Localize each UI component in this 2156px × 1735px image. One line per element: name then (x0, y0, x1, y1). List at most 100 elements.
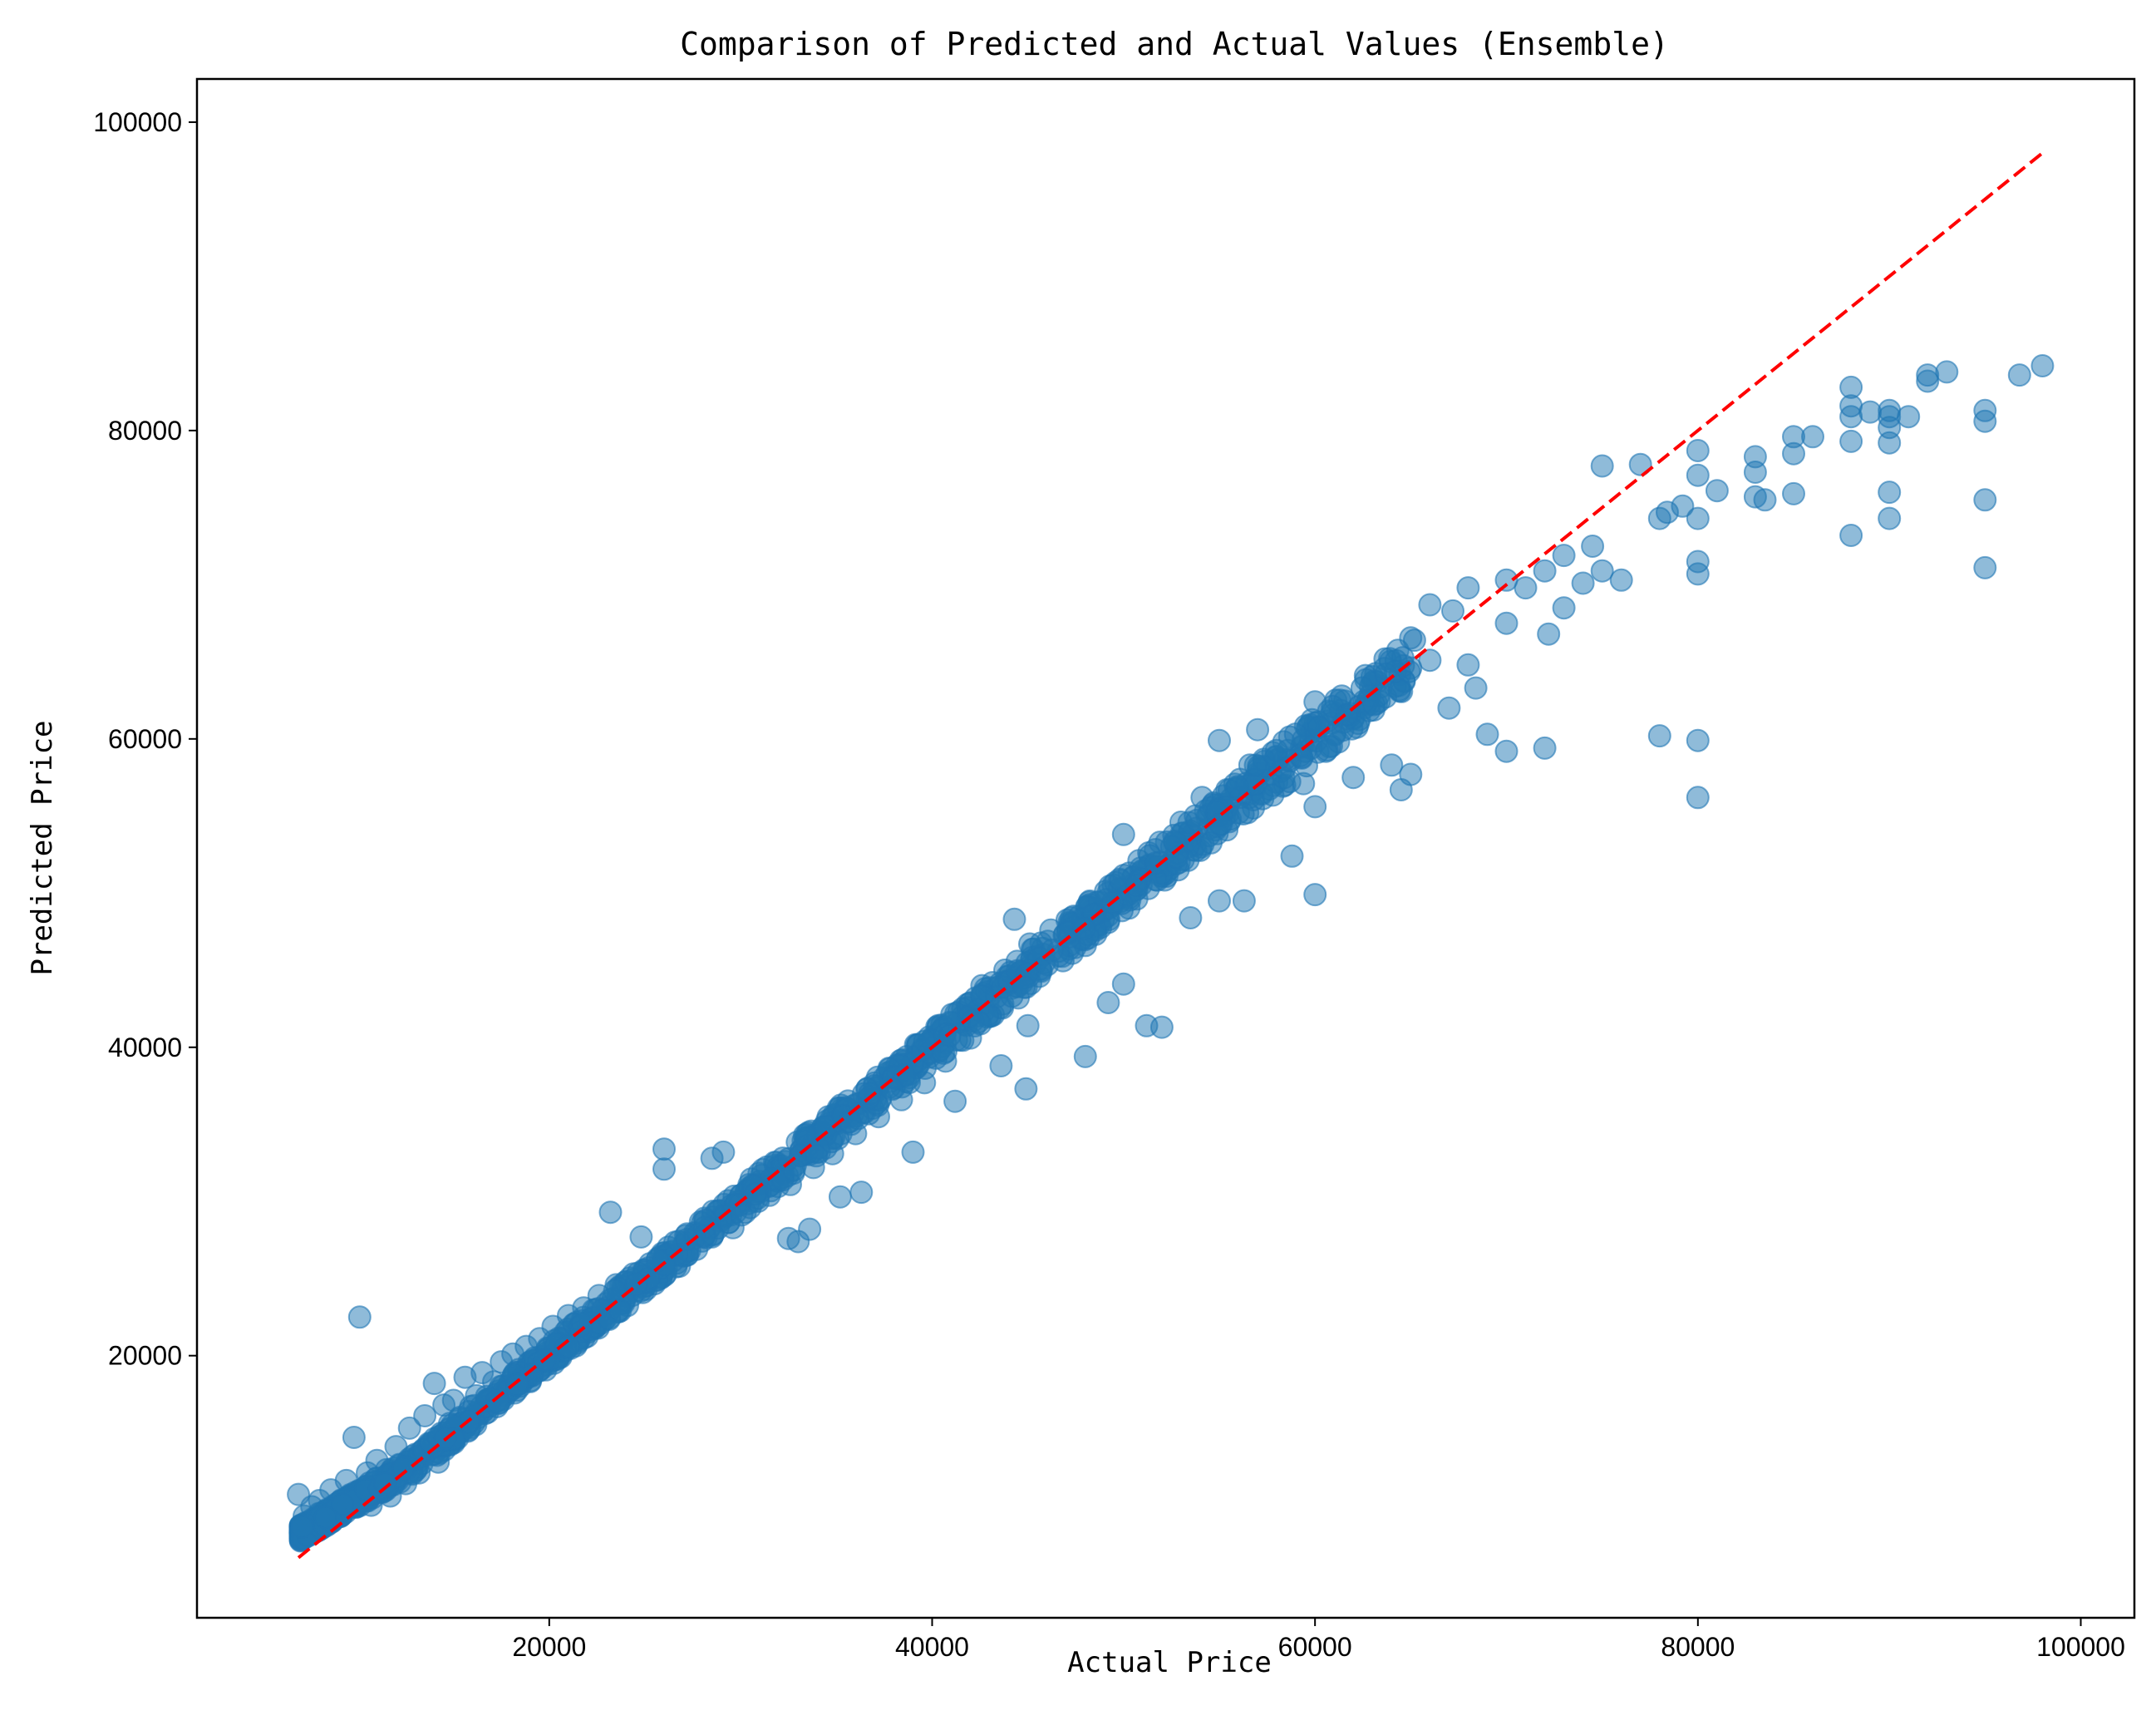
scatter-point (1315, 738, 1339, 762)
scatter-point (1839, 429, 1863, 453)
scatter-point (342, 1426, 366, 1449)
scatter-point (1533, 559, 1557, 583)
scatter-point (1144, 851, 1168, 875)
scatter-point (1533, 736, 1557, 760)
scatter-point (1111, 822, 1135, 846)
scatter-point (1537, 622, 1561, 646)
scatter-point (828, 1185, 852, 1209)
scatter-point (1456, 576, 1480, 600)
scatter-point (1208, 812, 1232, 836)
scatter-point (675, 1228, 699, 1251)
scatter-point (1743, 445, 1767, 469)
scatter-point (1185, 808, 1209, 832)
scatter-point (1590, 454, 1614, 478)
scatter-point (1973, 488, 1997, 512)
scatter-point (347, 1305, 372, 1329)
scatter-point (943, 1089, 967, 1113)
scatter-point (1280, 844, 1304, 868)
scatter-point (397, 1416, 421, 1440)
scatter-point (1246, 717, 1270, 742)
scatter-point (1858, 400, 1883, 424)
scatter-point (1073, 1044, 1097, 1068)
scatter-point (1208, 889, 1231, 913)
scatter-point (1341, 766, 1366, 790)
scatter-point (711, 1140, 736, 1164)
scatter-point (1261, 783, 1285, 807)
scatter-point (1243, 753, 1268, 777)
scatter-point (1686, 439, 1710, 462)
scatter-point (1590, 559, 1614, 583)
scatter-point (2030, 354, 2055, 377)
scatter-point (1581, 535, 1605, 558)
scatter-point (1753, 488, 1777, 512)
scatter-point (743, 1182, 767, 1206)
scatter-point (1671, 494, 1695, 518)
scatter-point (2007, 363, 2031, 387)
scatter-point (1111, 972, 1135, 996)
scatter-point (505, 1373, 529, 1397)
scatter-point (1552, 596, 1576, 620)
scatter-point (603, 1279, 627, 1303)
scatter-point (1475, 722, 1499, 747)
scatter-point (730, 1203, 754, 1227)
scatter-point (1609, 568, 1633, 592)
scatter-point (1380, 753, 1404, 777)
y-tick-label: 100000 (93, 107, 182, 137)
scatter-point (1647, 724, 1671, 748)
scatter-point (1437, 696, 1461, 720)
scatter-point (968, 1012, 992, 1036)
scatter-point (413, 1404, 437, 1427)
scatter-point (1016, 1013, 1040, 1038)
y-tick-label: 40000 (108, 1033, 182, 1062)
scatter-point (1839, 375, 1863, 399)
x-tick-label: 80000 (1661, 1632, 1735, 1662)
scatter-point (814, 1115, 838, 1139)
y-axis-ticks: 20000 40000 60000 80000 100000 (93, 107, 197, 1371)
scatter-point (1782, 481, 1805, 505)
scatter-point (798, 1217, 822, 1241)
scatter-point (1072, 917, 1096, 941)
scatter-point (290, 1515, 314, 1539)
scatter-point (1973, 555, 1997, 579)
scatter-point (849, 1180, 874, 1205)
scatter-point (1418, 593, 1442, 617)
scatter-point (1002, 907, 1026, 931)
scatter-point (1012, 975, 1036, 999)
scatter-point (1096, 991, 1120, 1014)
scatter-point (598, 1200, 623, 1225)
scatter-point (1399, 626, 1423, 650)
scatter-point (1303, 883, 1327, 907)
scatter-point (1686, 506, 1710, 530)
scatter-point (989, 1054, 1013, 1077)
scatter-point (608, 1299, 633, 1323)
scatter-point (1686, 728, 1710, 752)
x-tick-label: 100000 (2036, 1632, 2125, 1662)
scatter-point (1350, 676, 1374, 700)
scatter-point (313, 1506, 337, 1530)
scatter-point (331, 1492, 355, 1516)
scatter-point (1935, 360, 1959, 384)
scatter-point (805, 1144, 829, 1168)
scatter-point (1418, 648, 1442, 673)
scatter-point (486, 1392, 510, 1416)
scatter-point (1686, 786, 1710, 810)
scatter-point (1288, 744, 1312, 767)
x-tick-label: 40000 (895, 1632, 969, 1662)
x-axis-label: Actual Price (1067, 1646, 1272, 1679)
scatter-point (1179, 906, 1203, 929)
scatter-point (970, 984, 994, 1008)
scatter-point (913, 1029, 937, 1053)
scatter-point (1226, 775, 1249, 799)
scatter-point (1916, 363, 1940, 387)
scatter-point (1839, 524, 1863, 547)
scatter-point (1686, 550, 1710, 574)
x-axis-ticks: 20000 40000 60000 80000 100000 (512, 1618, 2125, 1662)
scatter-point (1163, 829, 1187, 853)
scatter-point (1277, 770, 1302, 794)
scatter-point (1456, 653, 1480, 677)
x-tick-label: 60000 (1278, 1632, 1352, 1662)
scatter-point (1628, 452, 1652, 476)
y-tick-label: 60000 (108, 724, 182, 754)
